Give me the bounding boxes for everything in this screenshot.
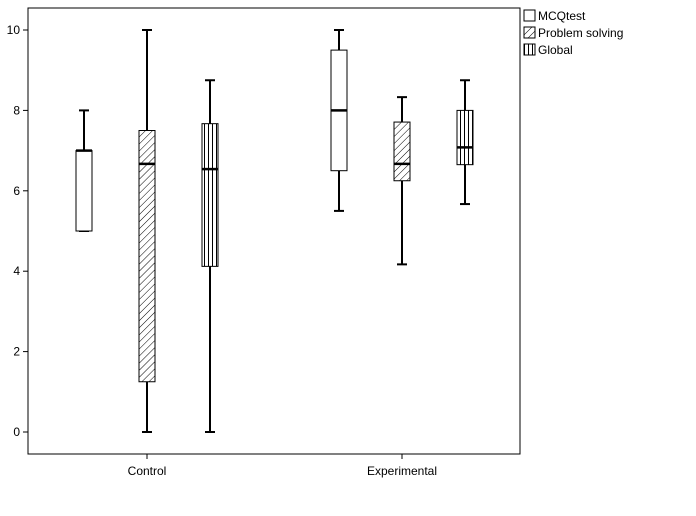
y-tick-label: 0 bbox=[13, 425, 20, 439]
box-problem-solving-control bbox=[138, 29, 156, 433]
x-axis: Control Experimental bbox=[128, 454, 437, 478]
x-category-label: Control bbox=[128, 464, 167, 478]
legend-swatch bbox=[523, 26, 536, 39]
box-body bbox=[201, 123, 219, 267]
legend-label: MCQtest bbox=[538, 9, 586, 23]
y-tick-label: 8 bbox=[13, 103, 20, 117]
legend-swatch bbox=[523, 43, 536, 56]
y-axis: 0 2 4 6 8 10 bbox=[7, 23, 28, 439]
box-body bbox=[138, 130, 156, 383]
y-tick-label: 4 bbox=[13, 264, 20, 278]
x-category-label: Experimental bbox=[367, 464, 437, 478]
legend: MCQtest Problem solving Global bbox=[523, 9, 623, 57]
legend-swatch bbox=[523, 9, 536, 22]
boxes-layer bbox=[75, 29, 474, 433]
y-tick-label: 2 bbox=[13, 345, 20, 359]
box-mcqtest-control bbox=[75, 109, 93, 232]
box-body bbox=[75, 150, 93, 232]
y-tick-label: 10 bbox=[7, 23, 21, 37]
box-mcqtest-experimental bbox=[330, 29, 348, 212]
box-body bbox=[393, 121, 411, 182]
legend-label: Global bbox=[538, 43, 573, 57]
box-global-experimental bbox=[456, 79, 474, 206]
box-global-control bbox=[201, 79, 219, 433]
box-body bbox=[456, 109, 474, 166]
box-problem-solving-experimental bbox=[393, 96, 411, 266]
legend-label: Problem solving bbox=[538, 26, 623, 40]
plot-area bbox=[27, 7, 521, 455]
y-tick-label: 6 bbox=[13, 184, 20, 198]
